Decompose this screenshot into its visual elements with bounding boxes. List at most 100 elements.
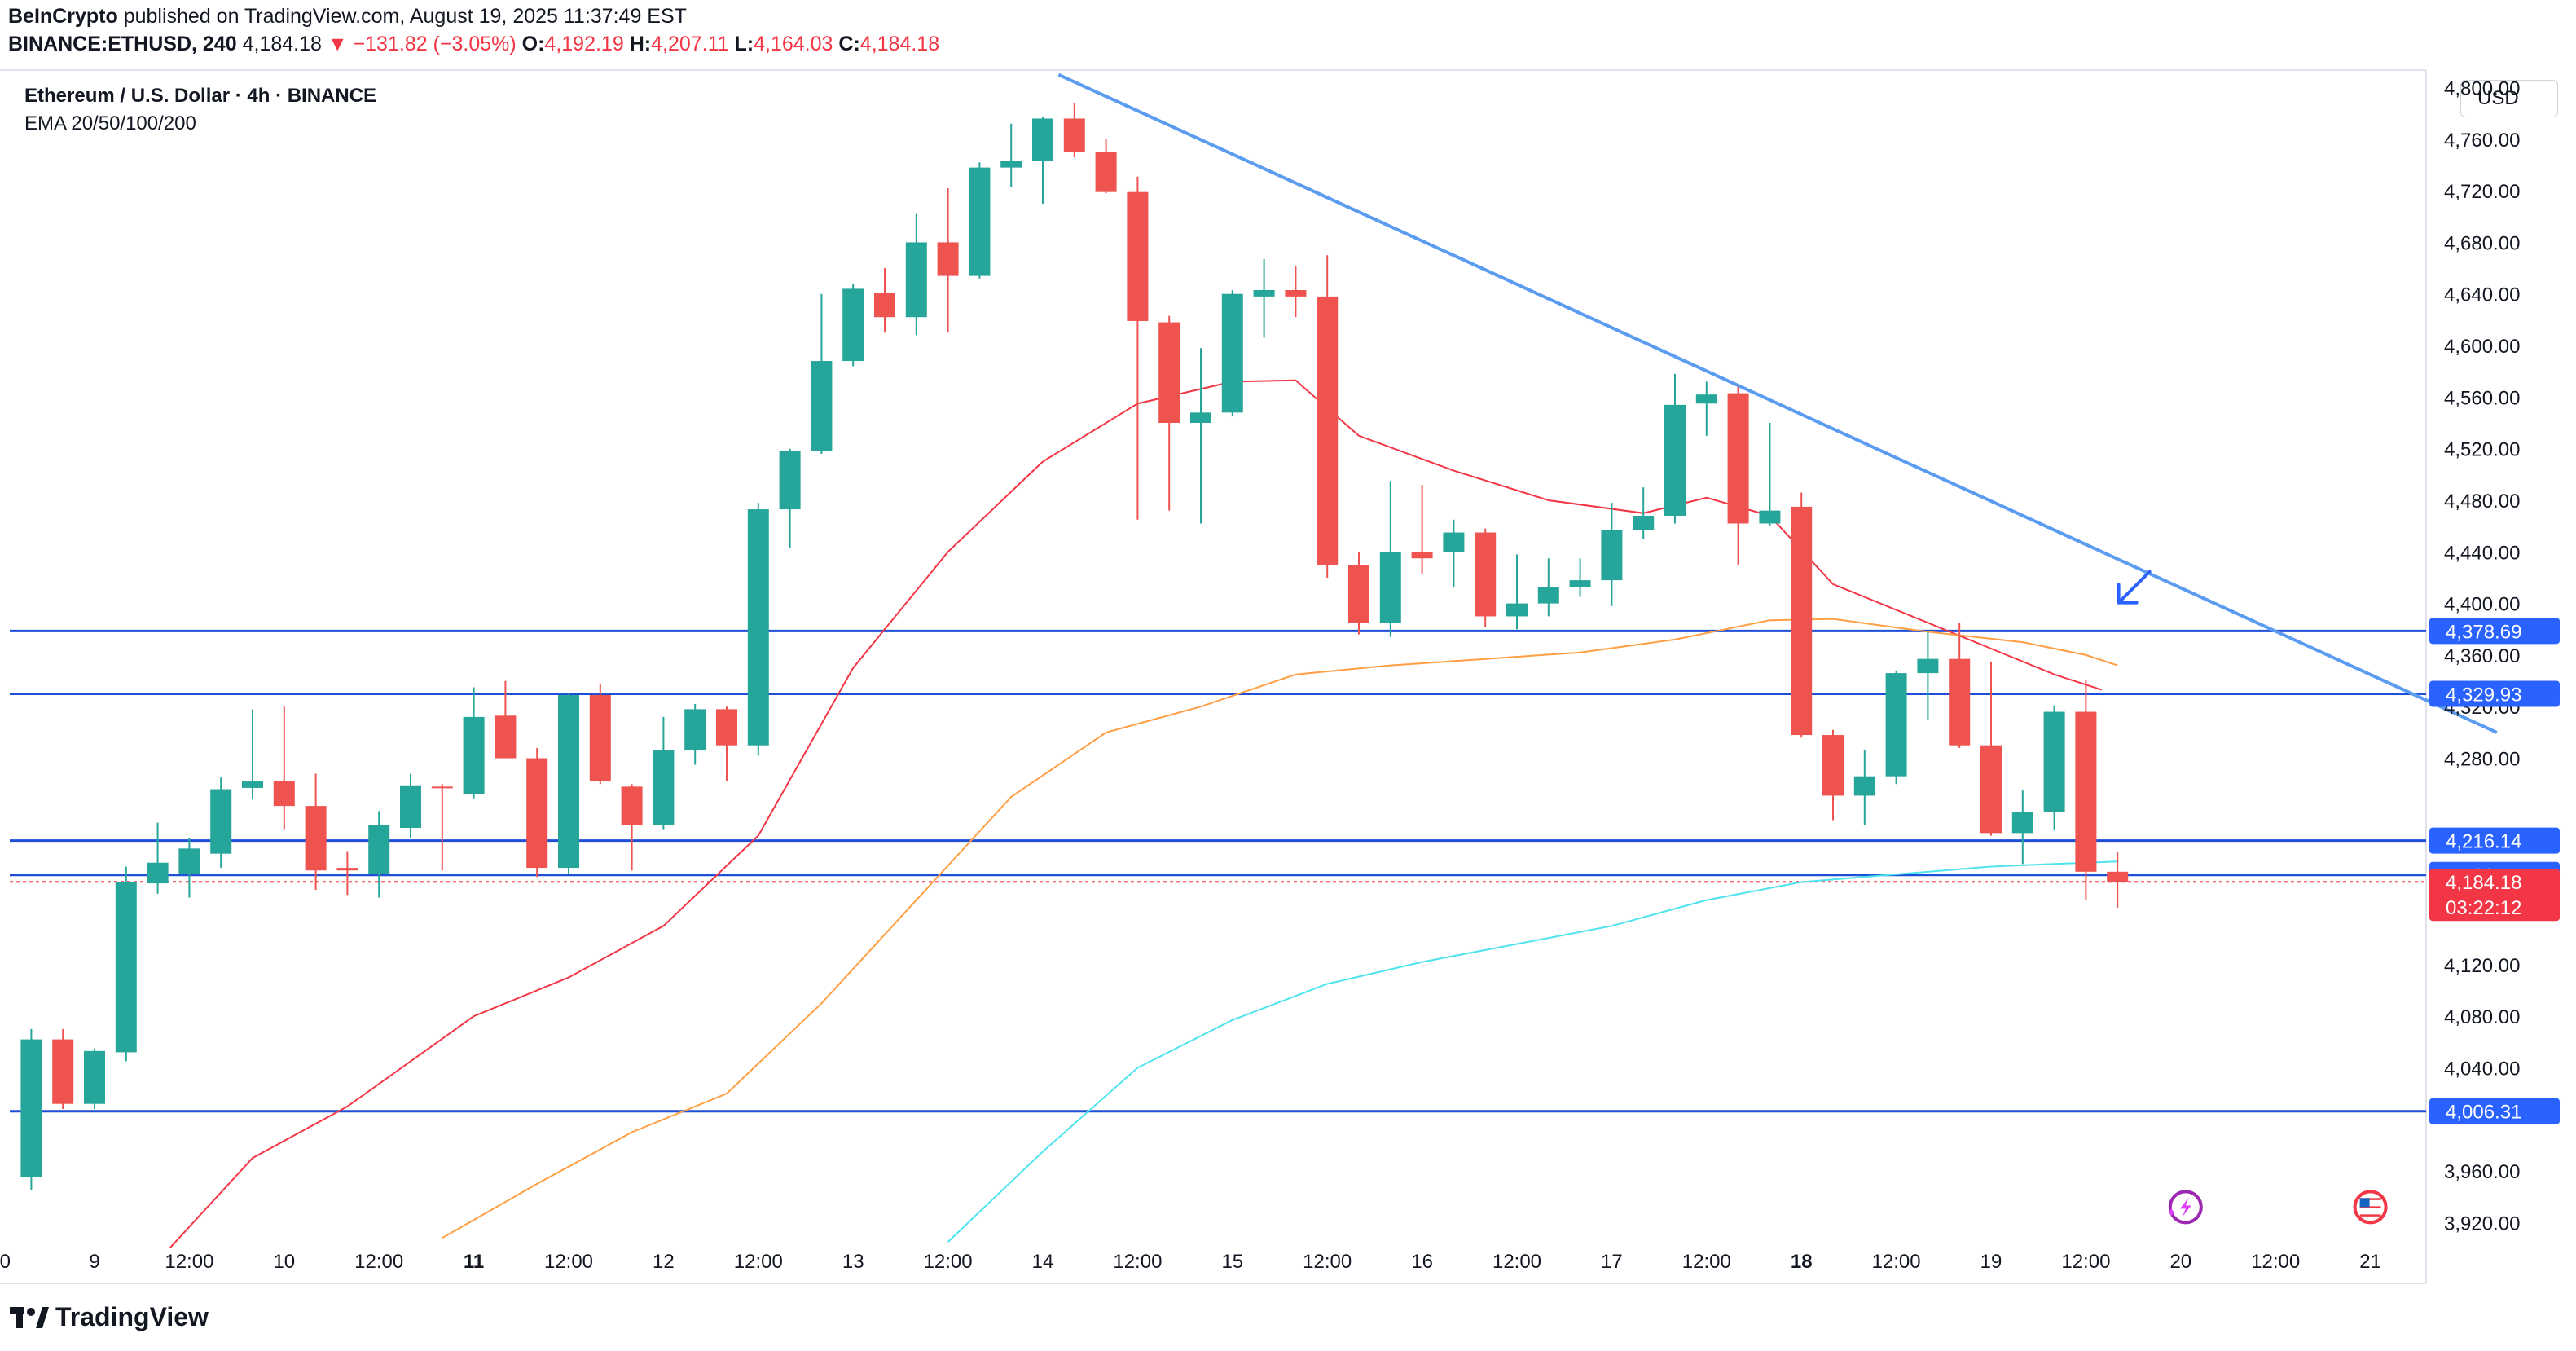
- publisher-name[interactable]: BeInCrypto: [8, 5, 118, 28]
- lightning-event-icon[interactable]: ✦: [2166, 1190, 2203, 1225]
- candle[interactable]: [1791, 492, 1813, 738]
- candle[interactable]: [84, 1048, 105, 1110]
- candle[interactable]: [1443, 519, 1465, 587]
- current-price-label[interactable]: 4,184.18 03:22:12: [2429, 869, 2560, 922]
- candle[interactable]: [1000, 123, 1022, 187]
- tradingview-footer[interactable]: TradingView: [10, 1302, 209, 1332]
- candle[interactable]: [178, 838, 200, 898]
- candle[interactable]: [1506, 554, 1528, 630]
- candle[interactable]: [558, 693, 579, 874]
- candle[interactable]: [52, 1028, 74, 1110]
- currency-button[interactable]: USD: [2460, 80, 2558, 117]
- candle[interactable]: [305, 773, 327, 890]
- candle[interactable]: [1853, 750, 1875, 825]
- candle[interactable]: [273, 706, 295, 830]
- candle-body: [1348, 565, 1369, 623]
- ema-line: [947, 860, 2118, 1243]
- candle[interactable]: [1727, 386, 1749, 565]
- candle[interactable]: [1285, 265, 1307, 318]
- candle[interactable]: [1759, 423, 1781, 526]
- candle-body: [1253, 289, 1275, 297]
- candle[interactable]: [1822, 729, 1844, 821]
- candle[interactable]: [20, 1028, 42, 1190]
- candle[interactable]: [684, 704, 706, 765]
- time-tick-label: 13: [842, 1251, 864, 1273]
- candle[interactable]: [905, 213, 927, 336]
- candle[interactable]: [2075, 679, 2097, 900]
- candle[interactable]: [1032, 117, 1053, 204]
- candle[interactable]: [336, 851, 358, 896]
- level-price-label[interactable]: 4,329.93: [2429, 680, 2560, 707]
- candle[interactable]: [1917, 631, 1939, 720]
- candle[interactable]: [653, 716, 675, 830]
- candle[interactable]: [368, 811, 390, 898]
- us-flag-event-icon[interactable]: [2353, 1190, 2388, 1225]
- candle-body: [242, 781, 263, 788]
- candle[interactable]: [811, 293, 833, 454]
- candle[interactable]: [1095, 139, 1117, 194]
- candle-body: [1537, 587, 1559, 604]
- level-label-bg: [2429, 680, 2560, 707]
- candle[interactable]: [1158, 315, 1180, 511]
- candle[interactable]: [1411, 484, 1433, 574]
- candle-body: [2011, 812, 2033, 834]
- level-price-label[interactable]: 4,006.31: [2429, 1098, 2560, 1124]
- candle[interactable]: [874, 268, 895, 333]
- candle[interactable]: [1348, 552, 1369, 635]
- level-price-label[interactable]: 4,216.14: [2429, 827, 2560, 854]
- price-tick-label: 4,080.00: [2444, 1006, 2520, 1028]
- candle[interactable]: [1885, 670, 1907, 785]
- time-tick-label: 15: [1221, 1251, 1243, 1273]
- candle[interactable]: [147, 822, 169, 894]
- candle[interactable]: [779, 448, 801, 548]
- indicator-legend[interactable]: EMA 20/50/100/200: [24, 112, 196, 134]
- candle[interactable]: [431, 784, 453, 871]
- candle[interactable]: [1695, 381, 1717, 436]
- candle[interactable]: [969, 162, 991, 279]
- arrow-down-left-icon[interactable]: [2117, 570, 2152, 605]
- candle[interactable]: [1601, 503, 1623, 606]
- candle[interactable]: [937, 187, 959, 333]
- candle[interactable]: [1221, 289, 1243, 417]
- candle[interactable]: [842, 284, 864, 367]
- candle[interactable]: [589, 683, 611, 785]
- candle[interactable]: [1633, 487, 1655, 539]
- candle[interactable]: [621, 784, 643, 871]
- candle[interactable]: [1253, 258, 1275, 338]
- candle[interactable]: [1127, 176, 1149, 520]
- candle-body: [336, 868, 358, 871]
- candle[interactable]: [210, 777, 232, 869]
- candle[interactable]: [1190, 348, 1211, 524]
- candle[interactable]: [2043, 705, 2065, 831]
- symbol-label[interactable]: BINANCE:ETHUSD, 240: [8, 33, 237, 55]
- instrument-legend[interactable]: Ethereum / U.S. Dollar · 4h · BINANCE: [24, 85, 377, 107]
- candle[interactable]: [242, 709, 263, 800]
- level-label-bg: [2429, 618, 2560, 645]
- trendline[interactable]: [1057, 73, 2498, 734]
- price-tick-label: 4,520.00: [2444, 439, 2520, 461]
- candle[interactable]: [463, 687, 485, 799]
- candle[interactable]: [1475, 528, 1497, 627]
- candle[interactable]: [115, 866, 137, 1062]
- candle[interactable]: [1317, 255, 1339, 578]
- candle[interactable]: [747, 503, 769, 756]
- candle[interactable]: [1980, 661, 2002, 836]
- candle[interactable]: [1569, 558, 1591, 597]
- candle[interactable]: [1063, 103, 1085, 157]
- candle[interactable]: [716, 706, 737, 782]
- candle[interactable]: [1379, 481, 1401, 637]
- candle-body: [874, 293, 895, 318]
- candle[interactable]: [400, 773, 421, 838]
- candle[interactable]: [1949, 623, 1971, 748]
- candle[interactable]: [2107, 852, 2129, 909]
- candle[interactable]: [1664, 373, 1686, 524]
- candle[interactable]: [1537, 558, 1559, 617]
- level-price-label[interactable]: 4,378.69: [2429, 618, 2560, 645]
- candle-body: [1411, 552, 1433, 559]
- candle[interactable]: [526, 747, 548, 878]
- candle[interactable]: [2011, 790, 2033, 865]
- time-tick-label: 11: [464, 1251, 484, 1273]
- candle-body: [84, 1050, 105, 1104]
- candle[interactable]: [495, 680, 517, 759]
